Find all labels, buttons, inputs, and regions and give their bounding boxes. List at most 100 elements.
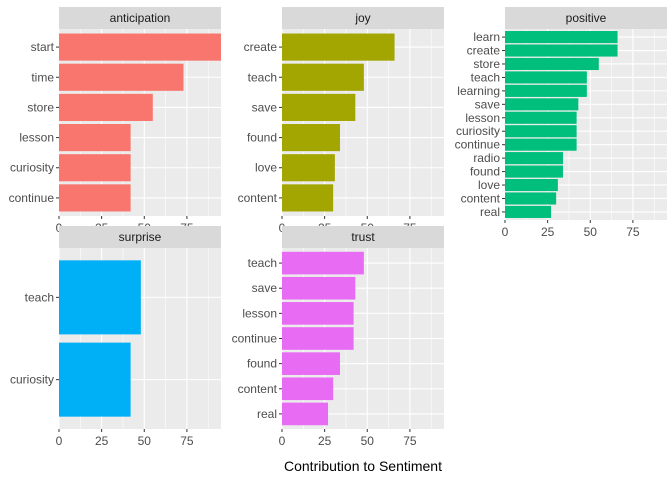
- y-tick-label-joy-create: create: [244, 40, 278, 54]
- facet-joy: joycreateteachsavefoundlovecontent025507…: [238, 7, 444, 235]
- bar-joy-love: [282, 154, 335, 182]
- y-tick-label-positive-radio: radio: [473, 151, 500, 165]
- x-tick-label-surprise-75: 75: [180, 434, 194, 448]
- bar-joy-content: [282, 184, 334, 212]
- y-tick-label-anticipation-lesson: lesson: [19, 131, 54, 145]
- bar-joy-found: [282, 124, 340, 152]
- y-tick-label-positive-store: store: [473, 57, 500, 71]
- facet-strip-trust: [282, 226, 444, 248]
- bar-positive-teach: [505, 71, 587, 84]
- x-tick-label-surprise-50: 50: [138, 434, 152, 448]
- bar-trust-save: [282, 276, 356, 300]
- facet-surprise: surprise teach curiosity 0 25 50 75: [10, 226, 221, 448]
- y-tick-label-positive-create: create: [467, 44, 501, 58]
- x-tick-label-trust-75: 75: [403, 434, 417, 448]
- y-tick-label-trust-continue: continue: [232, 332, 278, 346]
- bar-trust-found: [282, 352, 340, 375]
- facet-positive: positive learncreatestoreteachlearningsav…: [455, 7, 667, 239]
- y-tick-label-positive-content: content: [461, 191, 501, 205]
- facet-trust: trust teach save lesson continue found content…: [232, 226, 444, 448]
- bar-positive-save: [505, 98, 579, 111]
- y-tick-label-trust-lesson: lesson: [242, 306, 277, 320]
- y-tick-label-positive-save: save: [475, 97, 501, 111]
- facet-strip-label-positive: positive: [566, 11, 607, 25]
- y-tick-label-positive-real: real: [480, 205, 500, 219]
- bar-positive-learning: [505, 84, 587, 97]
- y-tick-label-positive-curiosity: curiosity: [456, 124, 500, 138]
- bar-positive-love: [505, 178, 558, 192]
- x-axis-title: Contribution to Sentiment: [284, 458, 442, 474]
- y-tick-label-positive-lesson: lesson: [465, 111, 500, 125]
- facet-strip-label-trust: trust: [351, 230, 375, 244]
- y-tick-label-anticipation-continue: continue: [9, 191, 55, 205]
- bar-positive-lesson: [505, 111, 577, 124]
- bar-positive-radio: [505, 152, 563, 165]
- bar-positive-create: [505, 44, 618, 57]
- bar-positive-real: [505, 205, 552, 218]
- bar-anticipation-start: [59, 33, 221, 61]
- x-tick-label-surprise-25: 25: [95, 434, 109, 448]
- bar-trust-lesson: [282, 302, 354, 325]
- panel-background-positive: [505, 29, 667, 220]
- y-tick-label-positive-love: love: [478, 178, 500, 192]
- facet-anticipation: anticipation start time store lesson curiosit…: [9, 7, 221, 235]
- x-tick-label-positive-75: 75: [626, 225, 640, 239]
- y-tick-label-trust-real: real: [257, 407, 277, 421]
- bar-anticipation-curiosity: [59, 154, 131, 182]
- bar-trust-teach: [282, 251, 364, 275]
- y-tick-label-positive-learning: learning: [457, 84, 500, 98]
- bar-positive-content: [505, 192, 557, 205]
- bar-trust-content: [282, 377, 334, 401]
- y-tick-label-anticipation-curiosity: curiosity: [10, 161, 54, 175]
- bar-surprise-teach: [59, 260, 141, 335]
- facet-strip-surprise: [59, 226, 221, 248]
- bar-trust-continue: [282, 327, 354, 350]
- bar-joy-save: [282, 93, 356, 121]
- y-tick-label-joy-teach: teach: [248, 70, 277, 84]
- bar-positive-learn: [505, 31, 618, 44]
- facet-strip-label-joy: joy: [354, 11, 370, 25]
- y-tick-label-joy-love: love: [255, 161, 277, 175]
- y-tick-label-trust-save: save: [252, 281, 278, 295]
- bar-trust-real: [282, 402, 329, 426]
- y-tick-label-anticipation-start: start: [31, 40, 55, 54]
- bar-anticipation-lesson: [59, 124, 131, 152]
- y-tick-label-trust-content: content: [238, 382, 278, 396]
- y-tick-label-surprise-curiosity: curiosity: [10, 373, 54, 387]
- x-tick-label-trust-25: 25: [318, 434, 332, 448]
- bar-surprise-curiosity: [59, 342, 131, 417]
- x-tick-label-surprise-0: 0: [56, 434, 63, 448]
- bar-positive-continue: [505, 138, 577, 151]
- facet-strip-label-surprise: surprise: [119, 230, 162, 244]
- y-tick-label-joy-content: content: [238, 191, 278, 205]
- y-tick-label-anticipation-time: time: [31, 70, 54, 84]
- x-tick-label-positive-25: 25: [541, 225, 555, 239]
- y-tick-label-positive-teach: teach: [471, 70, 500, 84]
- bar-joy-teach: [282, 63, 364, 91]
- x-tick-label-positive-50: 50: [584, 225, 598, 239]
- y-tick-label-trust-found: found: [247, 357, 277, 371]
- y-tick-label-positive-learn: learn: [473, 30, 500, 44]
- y-tick-label-anticipation-store: store: [27, 100, 54, 114]
- bar-joy-create: [282, 33, 395, 61]
- facet-strip-anticipation: [59, 7, 221, 29]
- y-tick-label-joy-found: found: [247, 131, 277, 145]
- bar-anticipation-continue: [59, 184, 131, 212]
- facet-strip-joy: [282, 7, 444, 29]
- y-tick-label-surprise-teach: teach: [25, 290, 54, 304]
- bar-anticipation-time: [59, 63, 184, 91]
- facet-strip-label-anticipation: anticipation: [110, 11, 171, 25]
- facet-strip-positive: [505, 7, 667, 29]
- x-tick-label-trust-0: 0: [279, 434, 286, 448]
- y-tick-label-positive-found: found: [470, 165, 500, 179]
- bar-positive-found: [505, 165, 563, 178]
- x-tick-label-trust-50: 50: [361, 434, 375, 448]
- y-tick-label-trust-teach: teach: [248, 256, 277, 270]
- y-tick-label-positive-continue: continue: [455, 138, 501, 152]
- bar-positive-store: [505, 57, 599, 71]
- bar-anticipation-store: [59, 93, 153, 121]
- y-tick-label-joy-save: save: [252, 100, 278, 114]
- x-tick-label-positive-0: 0: [502, 225, 509, 239]
